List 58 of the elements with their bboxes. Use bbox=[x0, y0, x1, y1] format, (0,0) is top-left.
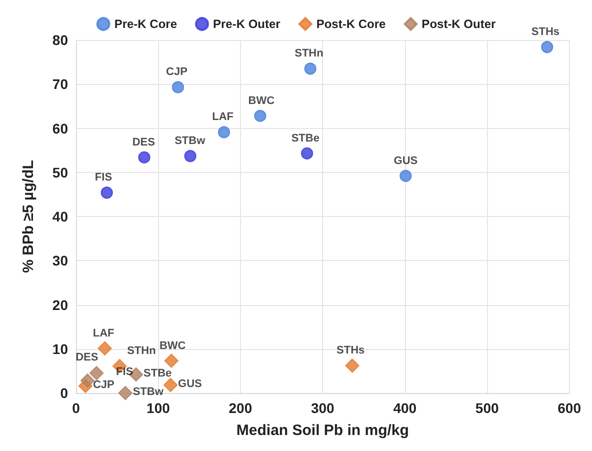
annotation: STBe bbox=[144, 367, 172, 380]
point bbox=[100, 186, 113, 199]
point bbox=[164, 354, 178, 368]
annotation: GUS bbox=[178, 378, 202, 390]
y-tick-label: 50 bbox=[52, 164, 68, 180]
legend-label: Post-K Core bbox=[316, 17, 386, 31]
annotation: STBw bbox=[132, 386, 164, 398]
annotation: LAF bbox=[212, 111, 234, 124]
y-tick-label: 60 bbox=[52, 120, 68, 136]
point bbox=[184, 150, 196, 162]
x-tick-label: 0 bbox=[72, 400, 80, 416]
annotation: DES bbox=[132, 136, 155, 148]
point bbox=[345, 358, 360, 373]
annotation: STHs bbox=[531, 26, 560, 38]
x-axis-title: Median Soil Pb in mg/kg bbox=[236, 422, 409, 439]
annotation: STBe bbox=[291, 132, 320, 144]
point bbox=[80, 374, 95, 388]
point bbox=[304, 62, 316, 75]
y-axis-title: % BPb ≥5 µg/dL bbox=[20, 160, 37, 273]
y-tick-label: 20 bbox=[52, 296, 68, 313]
legend-label: Post-K Outer bbox=[422, 17, 496, 31]
point bbox=[118, 386, 132, 400]
x-tick-label: 300 bbox=[310, 400, 335, 416]
y-tick-label: 70 bbox=[52, 76, 68, 92]
legend-label: Pre-K Core bbox=[114, 17, 178, 31]
x-tick-label: 100 bbox=[146, 400, 170, 416]
annotation: LAF bbox=[92, 327, 115, 340]
annotation: GUS bbox=[394, 154, 418, 167]
annotation: STHs bbox=[336, 344, 365, 357]
point bbox=[541, 40, 554, 54]
y-tick-label: 30 bbox=[52, 252, 68, 269]
y-tick-label: 10 bbox=[52, 340, 68, 357]
legend-label: Pre-K Outer bbox=[212, 17, 281, 31]
x-tick-label: 600 bbox=[558, 400, 582, 416]
point bbox=[218, 126, 230, 138]
annotation: FIS bbox=[94, 172, 112, 184]
point bbox=[163, 378, 178, 392]
y-tick-label: 0 bbox=[60, 385, 68, 401]
point bbox=[300, 147, 314, 160]
point bbox=[98, 341, 112, 356]
y-tick-label: 80 bbox=[52, 32, 68, 48]
annotation: CJP bbox=[92, 378, 114, 391]
annotation: STHn bbox=[294, 48, 324, 60]
annotation: BWC bbox=[159, 340, 186, 352]
x-tick-label: 400 bbox=[393, 400, 417, 416]
annotation: STBw bbox=[174, 135, 206, 148]
annotation: DES bbox=[76, 352, 98, 364]
annotation: CJP bbox=[166, 66, 188, 78]
point bbox=[172, 81, 184, 94]
y-tick-label: 40 bbox=[52, 208, 68, 224]
point bbox=[400, 170, 412, 182]
annotation: STHn bbox=[127, 345, 156, 358]
x-tick-label: 500 bbox=[475, 400, 499, 416]
x-tick-label: 200 bbox=[228, 400, 252, 416]
point bbox=[138, 151, 150, 164]
point bbox=[89, 366, 104, 380]
point bbox=[254, 110, 266, 122]
annotation: BWC bbox=[248, 94, 275, 107]
